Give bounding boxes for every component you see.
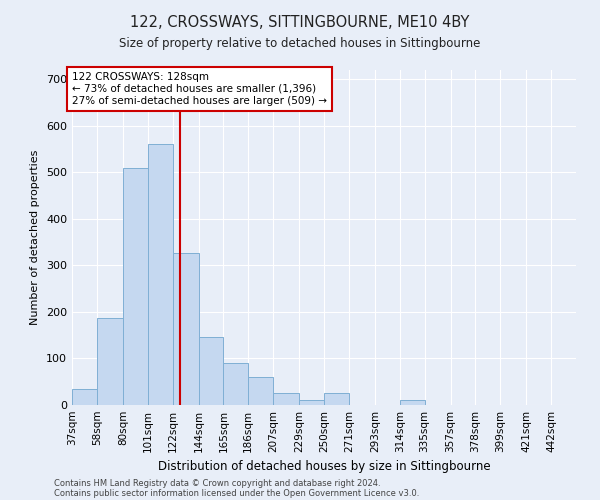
- Text: Size of property relative to detached houses in Sittingbourne: Size of property relative to detached ho…: [119, 38, 481, 51]
- Bar: [324, 394, 349, 405]
- Text: Contains public sector information licensed under the Open Government Licence v3: Contains public sector information licen…: [54, 488, 419, 498]
- Bar: [148, 144, 173, 405]
- Y-axis label: Number of detached properties: Number of detached properties: [31, 150, 40, 325]
- Text: Contains HM Land Registry data © Crown copyright and database right 2024.: Contains HM Land Registry data © Crown c…: [54, 478, 380, 488]
- Bar: [199, 336, 223, 405]
- Bar: [299, 400, 324, 405]
- Bar: [173, 253, 199, 405]
- Bar: [400, 400, 425, 405]
- X-axis label: Distribution of detached houses by size in Sittingbourne: Distribution of detached houses by size …: [158, 460, 490, 473]
- Bar: [72, 388, 97, 405]
- Text: 122, CROSSWAYS, SITTINGBOURNE, ME10 4BY: 122, CROSSWAYS, SITTINGBOURNE, ME10 4BY: [130, 15, 470, 30]
- Bar: [123, 168, 148, 405]
- Bar: [273, 394, 299, 405]
- Bar: [97, 318, 123, 405]
- Bar: [248, 377, 273, 405]
- Bar: [223, 363, 248, 405]
- Text: 122 CROSSWAYS: 128sqm
← 73% of detached houses are smaller (1,396)
27% of semi-d: 122 CROSSWAYS: 128sqm ← 73% of detached …: [72, 72, 327, 106]
